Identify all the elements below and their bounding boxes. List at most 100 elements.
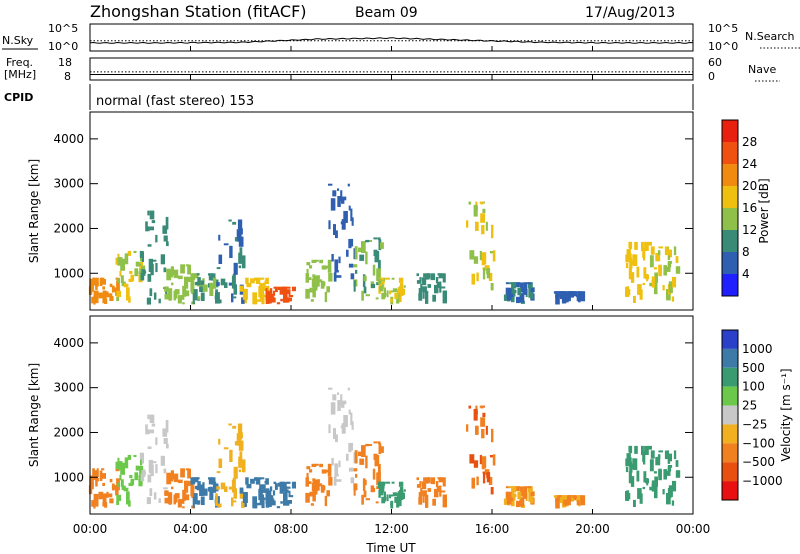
heatmap-cell <box>286 481 291 484</box>
heatmap-cell <box>286 289 291 292</box>
heatmap-cell <box>354 246 358 260</box>
heatmap-cell <box>115 257 120 265</box>
heatmap-cell <box>173 473 179 483</box>
heatmap-cell <box>421 481 427 490</box>
heatmap-cell <box>634 241 638 250</box>
colorbar-swatch <box>722 367 738 387</box>
heatmap-cell <box>523 486 528 493</box>
heatmap-cell <box>625 467 629 473</box>
heatmap-cell <box>469 250 475 260</box>
heatmap-cell <box>231 497 234 507</box>
heatmap-cell <box>636 470 640 482</box>
heatmap-cell <box>351 421 354 430</box>
heatmap-cell <box>126 491 130 505</box>
heatmap-cell <box>254 277 258 281</box>
heatmap-cell <box>505 486 509 489</box>
heatmap-cell <box>170 266 174 276</box>
heatmap-cell <box>109 283 113 288</box>
heatmap-cell <box>673 450 677 460</box>
heatmap-cell <box>517 287 522 296</box>
heatmap-cell <box>223 243 229 246</box>
heatmap-cell <box>330 402 336 415</box>
colorbar-tick-label: 20 <box>742 179 757 193</box>
heatmap-cell <box>228 282 234 286</box>
heatmap-cell <box>224 486 228 492</box>
heatmap-cell <box>228 486 234 490</box>
heatmap-cell <box>343 415 348 427</box>
heatmap-cell <box>307 481 312 484</box>
x-axis-label: Time UT <box>365 541 416 554</box>
colorbar-swatch <box>722 230 738 252</box>
heatmap-cell <box>116 482 120 487</box>
heatmap-cell <box>636 266 640 278</box>
heatmap-cell <box>378 443 382 455</box>
heatmap-cell <box>116 297 120 301</box>
heatmap-cell <box>153 292 157 300</box>
heatmap-cell <box>576 500 580 506</box>
heatmap-cell <box>386 290 389 298</box>
heatmap-cell <box>476 476 479 486</box>
heatmap-cell <box>475 221 479 231</box>
heatmap-cell <box>346 453 349 461</box>
heatmap-cell <box>277 482 281 487</box>
heatmap-cell <box>151 423 156 427</box>
heatmap-cell <box>572 495 576 498</box>
power-colorbar-label: Power [dB] <box>757 178 771 243</box>
x-tick-label: 00:00 <box>73 522 108 536</box>
heatmap-cell <box>311 463 317 467</box>
heatmap-cell <box>340 394 343 406</box>
heatmap-cell <box>200 484 205 490</box>
heatmap-cell <box>196 488 200 491</box>
heatmap-cell <box>167 288 173 300</box>
heatmap-cell <box>480 201 484 205</box>
colorbar-tick-label: 100 <box>742 380 765 394</box>
heatmap-cell <box>117 257 123 266</box>
heatmap-cell <box>629 259 635 265</box>
heatmap-cell <box>474 206 478 211</box>
heatmap-cell <box>256 299 261 302</box>
heatmap-cell <box>124 460 128 464</box>
heatmap-cell <box>402 492 405 499</box>
heatmap-cell <box>564 502 567 507</box>
heatmap-cell <box>133 250 137 253</box>
heatmap-cell <box>442 273 446 283</box>
heatmap-cell <box>625 287 630 297</box>
heatmap-cell <box>286 286 291 289</box>
heatmap-cell <box>555 293 560 305</box>
heatmap-cell <box>664 450 669 460</box>
heatmap-cell <box>173 269 179 279</box>
colorbar-swatch <box>722 186 738 208</box>
heatmap-cell <box>128 482 134 486</box>
heatmap-cell <box>216 471 221 474</box>
heatmap-cell <box>229 245 233 258</box>
heatmap-cell <box>425 494 429 508</box>
heatmap-cell <box>576 291 582 294</box>
colorbar-tick-label: 28 <box>742 135 757 149</box>
heatmap-cell <box>567 495 571 506</box>
heatmap-cell <box>212 481 217 493</box>
heatmap-cell <box>128 296 131 303</box>
heatmap-cell <box>238 265 241 269</box>
colorbar-swatch <box>722 386 738 406</box>
heatmap-cell <box>238 236 244 247</box>
colorbar-frame <box>721 119 739 297</box>
colorbar-tick-label: 12 <box>742 223 757 237</box>
heatmap-cell <box>576 296 580 302</box>
heatmap-cell <box>274 483 278 490</box>
heatmap-cell <box>265 478 269 485</box>
heatmap-cell <box>437 273 442 276</box>
heatmap-cell <box>182 285 187 297</box>
heatmap-cell <box>120 275 124 283</box>
heatmap-cell <box>127 454 132 460</box>
heatmap-cell <box>667 255 671 260</box>
colorbar-swatch <box>722 348 738 368</box>
heatmap-cell <box>239 488 244 499</box>
heatmap-cell <box>391 277 395 280</box>
y-tick-label: 3000 <box>53 177 84 191</box>
colorbar-tick-label: 25 <box>742 399 757 413</box>
heatmap-cell <box>215 289 218 302</box>
heatmap-cell <box>153 492 157 500</box>
colorbar-tick-label: 1000 <box>742 342 773 356</box>
velocity-panel-frame <box>89 315 694 515</box>
